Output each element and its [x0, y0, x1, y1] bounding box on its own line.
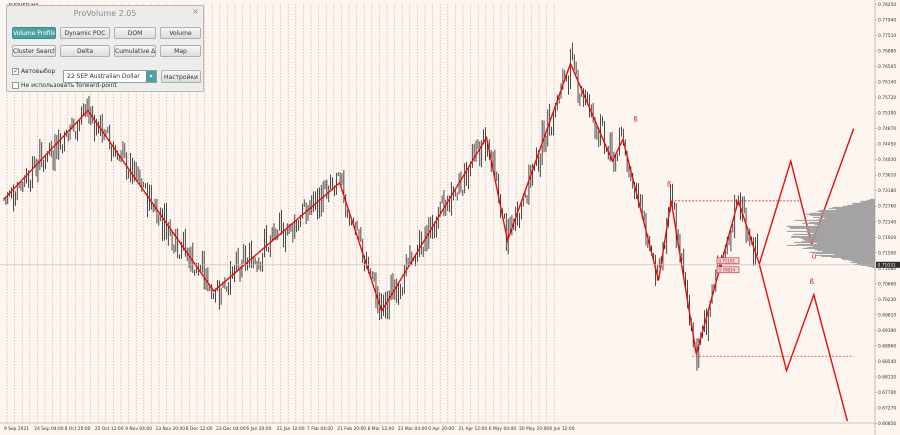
price-tick-label: 0.76565	[878, 64, 896, 70]
price-tick-label: 0.78250	[878, 2, 896, 8]
price-tick-label: 0.77940	[878, 18, 896, 24]
price-tick-label: 0.71500	[878, 250, 896, 256]
price-tick-label: 0.66850	[878, 421, 896, 427]
price-tick-label: 0.73180	[878, 188, 896, 194]
price-tick-label: 0.74030	[878, 157, 896, 163]
time-tick-label: 20 May 20:00	[519, 426, 549, 432]
price-tick-label: 0.72340	[878, 219, 896, 225]
level-tag-label: 0.70814	[719, 267, 736, 272]
time-tick-label: 21 Feb 20:00	[337, 426, 366, 432]
price-tick-label: 0.69810	[878, 312, 896, 318]
time-tick-label: 6 Jun 12:00	[549, 426, 574, 432]
forward-point-checkbox[interactable]	[12, 82, 19, 89]
price-tick-label: 0.72760	[878, 204, 896, 210]
provolume-panel: ProVolume 2.05 × Volume Profile Dynamic …	[6, 5, 204, 92]
time-tick-label: 23 Dec 04:00	[216, 426, 246, 432]
time-tick-label: 24 Sep 04:00	[34, 426, 64, 432]
price-tick-label: 0.70230	[878, 297, 896, 303]
dynamic-poc-button[interactable]: Dynamic POC	[60, 27, 110, 39]
zigzag-line	[3, 61, 760, 355]
volume-button[interactable]: Volume	[160, 27, 201, 39]
time-tick-label: 21 Jan 12:00	[277, 426, 305, 432]
panel-title: ProVolume 2.05	[73, 9, 137, 18]
level-tag	[716, 257, 740, 265]
price-tick-label: 0.69390	[878, 328, 896, 334]
auto-select-checkbox[interactable]: ✓	[12, 68, 19, 75]
time-tick-label: 8 Oct 20:00	[65, 426, 91, 432]
price-tick-label: 0.70660	[878, 281, 896, 287]
price-tick-label: 0.74450	[878, 142, 896, 148]
price-tick-label: 0.75300	[878, 111, 896, 117]
settings-button[interactable]: Настройки	[161, 70, 201, 83]
price-tick-label: 0.68960	[878, 343, 896, 349]
forward-point-label: Не использовать forward-point	[21, 82, 117, 89]
auto-select-label: Автовыбор	[21, 68, 56, 75]
price-tick-label: 0.76140	[878, 80, 896, 86]
cluster-search-button[interactable]: Cluster Search	[12, 45, 56, 57]
price-tick-label: 0.75720	[878, 95, 896, 101]
time-tick-label: 7 Feb 04:00	[307, 426, 333, 432]
price-tick-label: 0.67700	[878, 390, 896, 396]
instrument-select[interactable]: 22 SEP Australian Dollar ▾	[63, 70, 157, 83]
projection-down-line	[758, 263, 849, 422]
time-tick-label: 25 Oct 12:00	[95, 426, 124, 432]
close-icon[interactable]: ×	[192, 7, 199, 16]
price-tick-label: 0.68120	[878, 374, 896, 380]
price-tick-label: 0.67270	[878, 405, 896, 411]
time-tick-label: 6 Apr 20:00	[428, 426, 454, 432]
level-tag	[716, 266, 740, 274]
level-tag-label: 0.71191	[719, 258, 736, 263]
wave-label: ß	[633, 115, 638, 123]
volume-profile-button[interactable]: Volume Profile	[12, 27, 56, 39]
delta-button[interactable]: Delta	[60, 45, 110, 57]
wave-label: ü	[812, 253, 816, 261]
price-tick-label: 0.68540	[878, 359, 896, 365]
price-tick-label: 0.71080	[878, 266, 896, 272]
time-tick-label: 9 Nov 04:00	[125, 426, 152, 432]
time-tick-label: 21 Apr 12:00	[459, 426, 488, 432]
map-button[interactable]: Map	[160, 45, 201, 57]
time-tick-label: 23 Nov 20:00	[156, 426, 186, 432]
dom-button[interactable]: DOM	[114, 27, 156, 39]
projection-up-line	[758, 128, 855, 265]
wave-label: ß	[667, 180, 672, 188]
chevron-down-icon[interactable]: ▾	[146, 71, 156, 82]
time-tick-label: 8 Dec 12:00	[186, 426, 213, 432]
price-tick-label: 0.73610	[878, 173, 896, 179]
current-price-box	[876, 261, 900, 268]
time-tick-label: 6 Jan 20:00	[246, 426, 271, 432]
time-tick-label: 9 Sep 2021	[4, 426, 29, 432]
time-tick-label: 6 May 04:00	[489, 426, 517, 432]
wave-label: ß	[810, 278, 815, 286]
price-tick-label: 0.71920	[878, 235, 896, 241]
cumulative-delta-button[interactable]: Cumulative Δ	[114, 45, 156, 57]
price-tick-label: 0.77510	[878, 33, 896, 39]
time-tick-label: 23 Mar 04:00	[398, 426, 428, 432]
price-tick-label: 0.74870	[878, 126, 896, 132]
time-tick-label: 8 Mar 12:00	[368, 426, 395, 432]
instrument-select-value: 22 SEP Australian Dollar	[67, 73, 140, 80]
current-price-label: 0.71031	[878, 262, 896, 268]
price-tick-label: 0.76880	[878, 49, 896, 55]
